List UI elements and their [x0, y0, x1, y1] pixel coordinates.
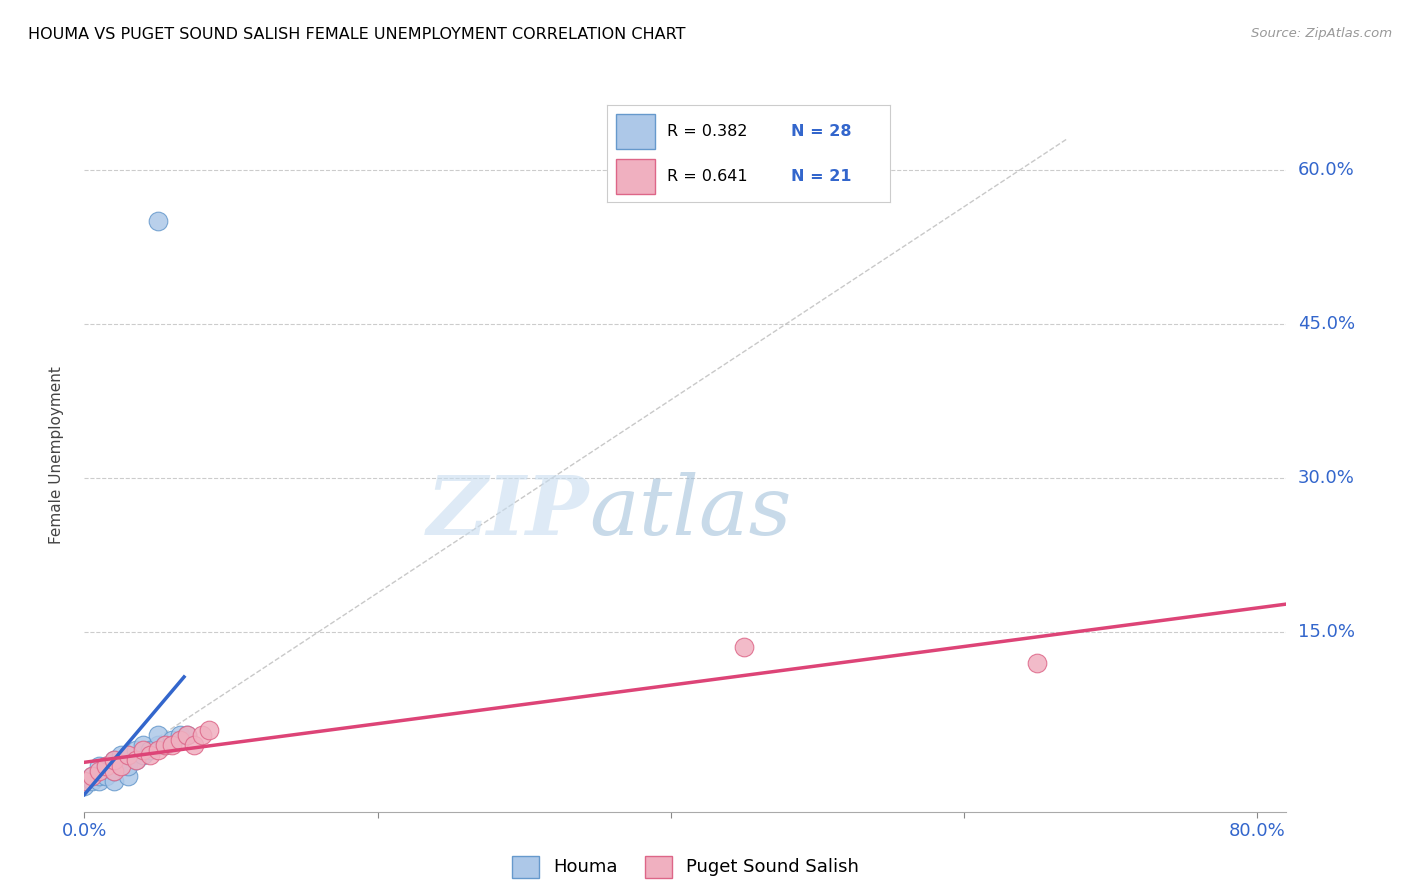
Point [103, 773, 125, 788]
Y-axis label: Female Unemployment: Female Unemployment [49, 366, 63, 544]
Point [96, 769, 118, 783]
Legend: Houma, Puget Sound Salish: Houma, Puget Sound Salish [505, 848, 866, 885]
Point [153, 738, 176, 752]
Point [117, 748, 139, 763]
Text: 15.0%: 15.0% [1298, 623, 1354, 641]
Point [139, 743, 162, 757]
Point [117, 748, 139, 763]
Point [110, 748, 132, 763]
Point [87, 773, 110, 788]
Point [132, 748, 155, 763]
Point [103, 753, 125, 767]
Point [103, 764, 125, 778]
Point [146, 738, 169, 752]
Point [110, 758, 132, 772]
Point [132, 743, 155, 757]
Point [162, 732, 184, 747]
Point [87, 764, 110, 778]
Point [124, 753, 146, 767]
Point [124, 753, 146, 767]
Point [117, 758, 139, 772]
Point [80, 773, 103, 788]
Point [87, 769, 110, 783]
Point [103, 753, 125, 767]
Point [124, 743, 146, 757]
Point [80, 769, 103, 783]
Point [132, 738, 155, 752]
Point [146, 214, 169, 228]
Text: ZIP: ZIP [426, 472, 589, 552]
Point [169, 728, 191, 742]
Point [87, 758, 110, 772]
Text: HOUMA VS PUGET SOUND SALISH FEMALE UNEMPLOYMENT CORRELATION CHART: HOUMA VS PUGET SOUND SALISH FEMALE UNEMP… [28, 27, 686, 42]
Text: atlas: atlas [589, 472, 792, 552]
Point [103, 764, 125, 778]
Point [190, 728, 212, 742]
Point [96, 758, 118, 772]
Point [162, 738, 184, 752]
Point [176, 728, 198, 742]
Point [183, 738, 205, 752]
Point [1026, 656, 1049, 670]
Point [176, 728, 198, 742]
Point [146, 743, 169, 757]
Text: 60.0%: 60.0% [1298, 161, 1354, 179]
Point [96, 758, 118, 772]
Point [146, 728, 169, 742]
Point [80, 769, 103, 783]
Point [73, 779, 96, 793]
Text: 45.0%: 45.0% [1298, 315, 1355, 333]
Text: 30.0%: 30.0% [1298, 469, 1354, 487]
Point [117, 769, 139, 783]
Point [153, 738, 176, 752]
Point [73, 773, 96, 788]
Point [198, 723, 221, 737]
Text: Source: ZipAtlas.com: Source: ZipAtlas.com [1251, 27, 1392, 40]
Point [169, 732, 191, 747]
Point [733, 640, 755, 655]
Point [110, 758, 132, 772]
Point [139, 748, 162, 763]
